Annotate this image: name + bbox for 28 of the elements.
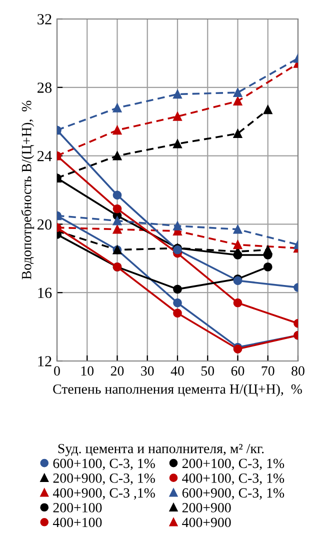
legend-label: 400+900, С-3 ,1%: [52, 488, 155, 500]
y-tick-label: 28: [38, 82, 52, 93]
legend-label: 400+100: [52, 518, 102, 528]
x-tick-label: 80: [292, 366, 304, 376]
x-tick-label: 10: [81, 366, 94, 376]
x-tick-label: 60: [231, 366, 244, 376]
legend-label: 200+100, С-3, 1%: [182, 458, 284, 470]
legend-label: 400+100, С-3, 1%: [182, 473, 284, 485]
y-tick-label: 24: [38, 150, 52, 162]
legend-label: 600+900, С-3, 1%: [182, 488, 284, 500]
x-axis-title: Степень наполнения цемента Н/(Ц+Н), %: [53, 384, 302, 397]
y-tick-label: 12: [38, 356, 52, 366]
y-axis-title: Водопотребность В/(Ц+Н), %: [21, 100, 34, 280]
x-tick-label: 50: [201, 366, 214, 376]
y-tick-label: 16: [38, 288, 52, 298]
legend-label: 400+900: [182, 518, 231, 528]
x-tick-label: 70: [262, 366, 274, 376]
legend-label: 600+100, С-3, 1%: [53, 458, 155, 470]
legend-label: 200+900, С-3, 1%: [53, 473, 155, 485]
x-tick-label: 20: [110, 366, 124, 376]
y-tick-label: 32: [38, 14, 52, 24]
x-tick-label: 0: [54, 366, 60, 376]
legend-label: 200+900: [182, 503, 231, 512]
x-tick-label: 30: [141, 366, 154, 376]
y-tick-label: 20: [38, 219, 52, 230]
x-tick-label: 40: [170, 366, 184, 376]
legend-title: Sуд. цемента и наполнителя, м² /кг.: [58, 444, 264, 456]
legend-label: 200+100: [53, 503, 102, 512]
